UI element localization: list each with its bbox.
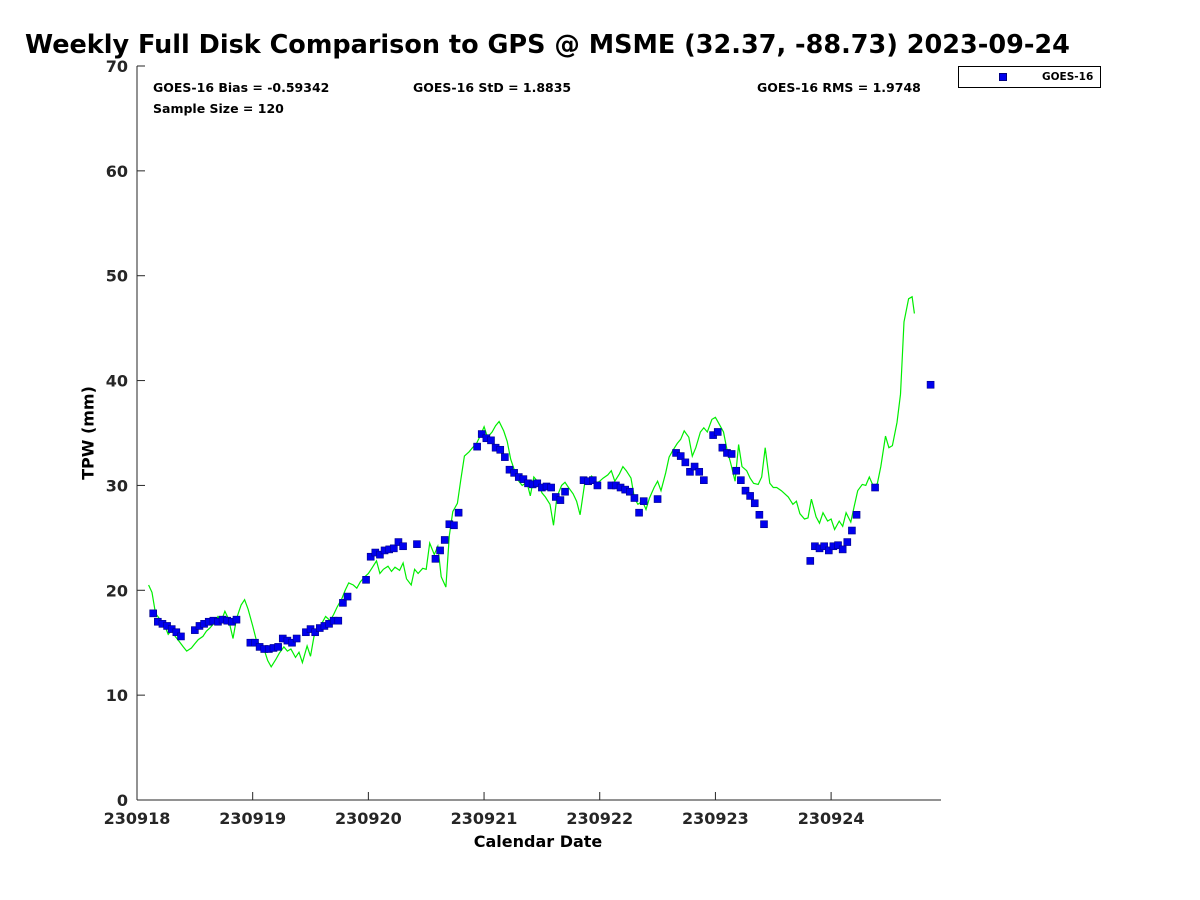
stat-rms: GOES-16 RMS = 1.9748 bbox=[757, 80, 921, 95]
goes-point bbox=[288, 638, 296, 647]
goes-point bbox=[477, 430, 486, 438]
goes-point bbox=[806, 557, 815, 565]
stat-bias: GOES-16 Bias = -0.59342 bbox=[153, 80, 330, 95]
x-tick-label: 230919 bbox=[219, 809, 286, 828]
goes-point bbox=[713, 428, 722, 436]
x-tick-label: 230920 bbox=[335, 809, 402, 828]
goes-point bbox=[533, 479, 542, 488]
goes-point bbox=[251, 638, 259, 647]
goes-point bbox=[450, 521, 458, 530]
goes-point bbox=[496, 445, 505, 454]
stat-std: GOES-16 StD = 1.8835 bbox=[413, 80, 572, 95]
y-tick-label: 0 bbox=[117, 791, 128, 810]
goes-point bbox=[501, 453, 509, 461]
legend: GOES-16 bbox=[958, 66, 1101, 88]
goes-point bbox=[366, 552, 375, 561]
y-tick-label: 70 bbox=[106, 57, 128, 76]
goes-point bbox=[339, 599, 347, 607]
goes-point bbox=[510, 469, 518, 477]
goes-point bbox=[737, 476, 745, 484]
y-axis-label: TPW (mm) bbox=[78, 386, 98, 480]
goes-point bbox=[834, 541, 842, 549]
goes-point bbox=[311, 628, 319, 637]
goes-point bbox=[700, 476, 708, 484]
goes-point bbox=[413, 540, 421, 548]
y-tick-label: 60 bbox=[106, 162, 128, 181]
goes-point bbox=[630, 494, 639, 502]
y-tick-label: 10 bbox=[106, 686, 128, 705]
goes-point bbox=[473, 442, 481, 451]
goes-point bbox=[292, 634, 301, 643]
goes-point bbox=[746, 492, 754, 500]
goes-point bbox=[727, 450, 736, 458]
goes-point bbox=[690, 462, 699, 471]
x-tick-label: 230921 bbox=[451, 809, 518, 828]
goes-point bbox=[626, 487, 634, 496]
goes-point bbox=[547, 483, 555, 492]
x-tick-label: 230922 bbox=[566, 809, 633, 828]
goes-point bbox=[755, 510, 764, 519]
y-tick-label: 30 bbox=[106, 476, 128, 495]
goes-point bbox=[334, 616, 343, 625]
goes-point bbox=[926, 380, 935, 389]
goes-point bbox=[454, 508, 463, 517]
goes-point bbox=[848, 526, 856, 535]
y-tick-label: 40 bbox=[106, 372, 128, 391]
goes-point bbox=[440, 536, 449, 544]
goes-point bbox=[695, 467, 704, 476]
goes-point bbox=[838, 545, 847, 554]
legend-swatch-goes bbox=[999, 73, 1007, 81]
x-tick-label: 230924 bbox=[798, 809, 865, 828]
goes-point bbox=[760, 520, 768, 529]
x-tick-label: 230923 bbox=[682, 809, 749, 828]
goes-point bbox=[820, 542, 828, 551]
goes-point bbox=[274, 643, 282, 651]
goes-point bbox=[343, 592, 352, 601]
goes-point bbox=[390, 544, 398, 553]
x-tick-label: 230918 bbox=[104, 809, 171, 828]
goes-point bbox=[750, 499, 759, 508]
goes-point bbox=[741, 486, 750, 495]
goes-point bbox=[588, 476, 597, 484]
goes-point bbox=[732, 466, 741, 475]
x-axis-label: Calendar Date bbox=[473, 832, 603, 851]
goes-point bbox=[394, 538, 403, 546]
goes-point bbox=[871, 483, 879, 492]
goes-point bbox=[436, 546, 444, 555]
goes-point bbox=[172, 628, 181, 637]
chart-title: Weekly Full Disk Comparison to GPS @ MSM… bbox=[25, 30, 1070, 60]
goes-point bbox=[681, 458, 690, 467]
legend-label-goes: GOES-16 bbox=[1042, 71, 1094, 83]
goes-point bbox=[149, 609, 157, 618]
goes-point bbox=[177, 632, 185, 641]
goes-point bbox=[639, 497, 648, 505]
goes-point bbox=[718, 443, 727, 452]
y-tick-label: 20 bbox=[106, 581, 128, 600]
goes-point bbox=[191, 626, 199, 634]
goes-point bbox=[593, 481, 602, 490]
goes-point bbox=[686, 467, 694, 476]
goes-point bbox=[376, 550, 384, 559]
y-tick-label: 50 bbox=[106, 267, 128, 286]
goes-point bbox=[824, 546, 833, 555]
goes-point bbox=[399, 542, 407, 551]
plot-area: 0 10 20 30 40 50 60 70 230918 230919 230920 230921 2… bbox=[104, 57, 941, 828]
goes-point bbox=[519, 475, 528, 483]
goes-point bbox=[431, 555, 440, 563]
goes-point bbox=[852, 510, 861, 519]
goes-point bbox=[362, 575, 370, 584]
goes-point bbox=[556, 496, 565, 504]
goes-point bbox=[676, 452, 685, 460]
goes-point bbox=[653, 495, 662, 503]
stat-sample-size: Sample Size = 120 bbox=[153, 101, 284, 116]
goes-point bbox=[232, 615, 241, 624]
goes-point bbox=[843, 538, 852, 546]
goes-point bbox=[487, 436, 495, 445]
goes-point bbox=[635, 508, 643, 517]
goes-point bbox=[561, 487, 569, 496]
